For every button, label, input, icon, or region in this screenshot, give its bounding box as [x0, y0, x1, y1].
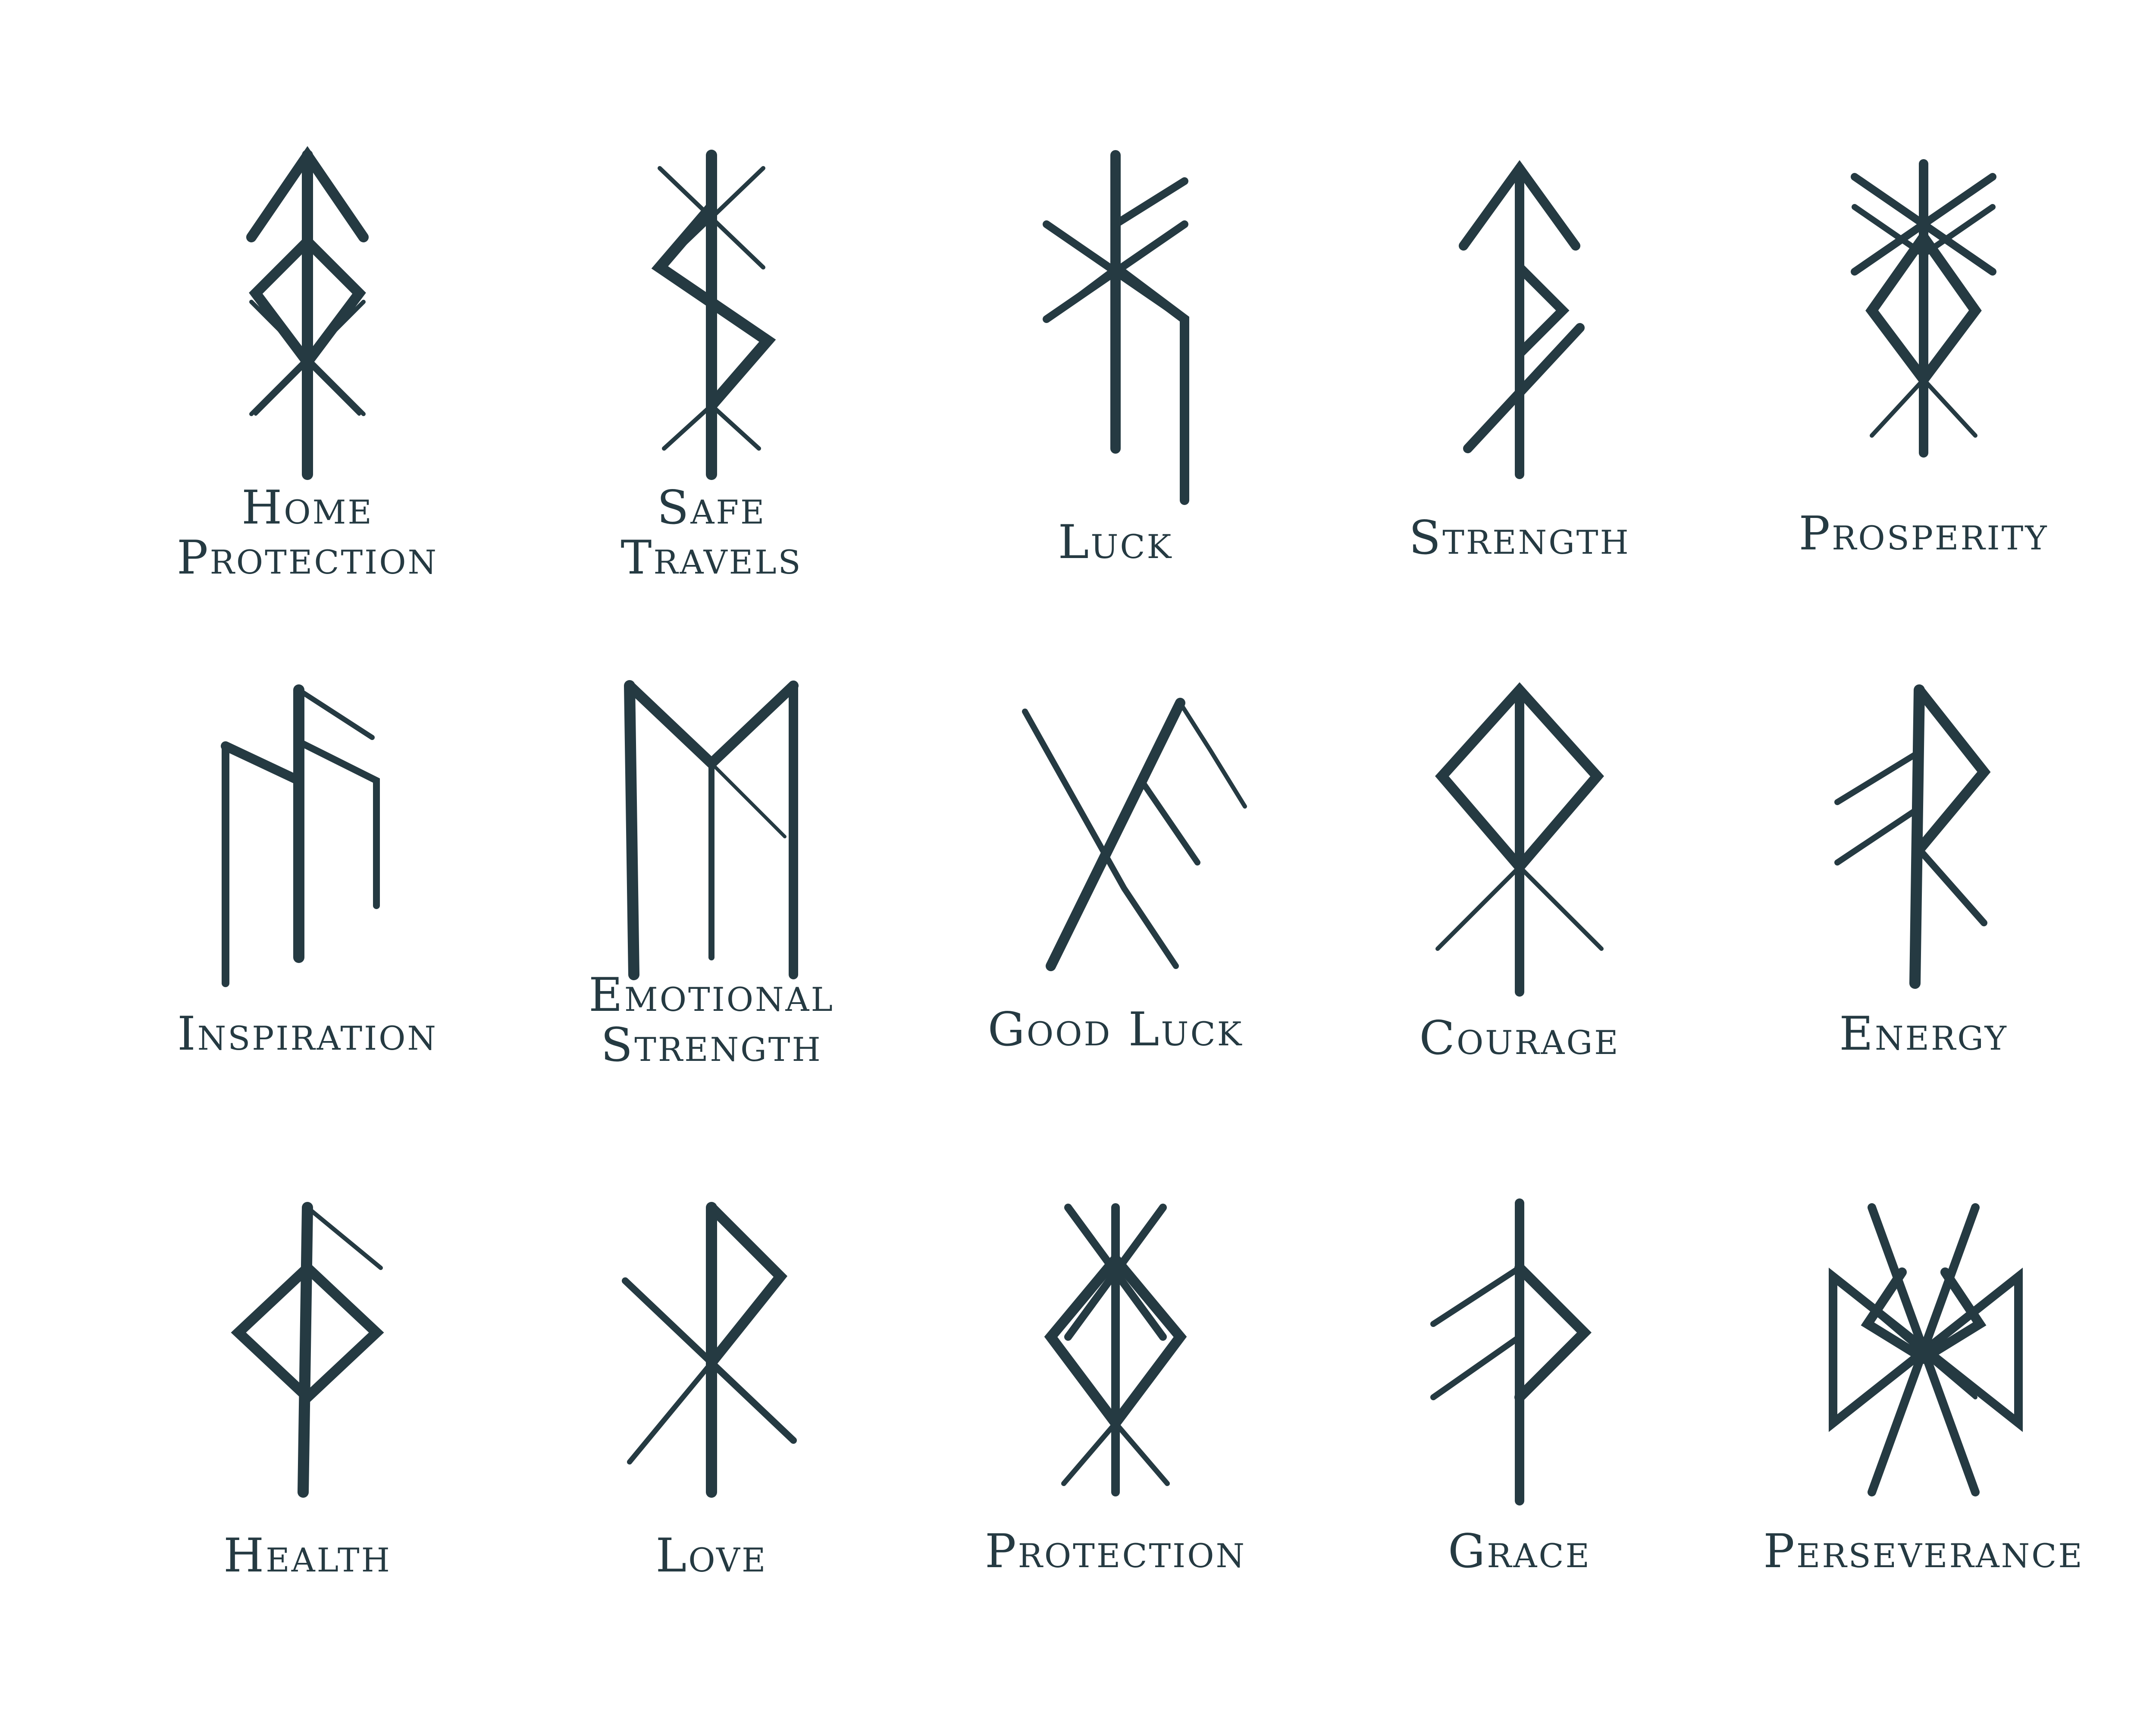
rune-card-safe-travels: Safe Travels: [496, 138, 927, 656]
rune-card-good-luck: Good Luck: [900, 664, 1331, 1182]
rune-card-inspiration: Inspiration: [92, 664, 523, 1182]
rune-label-line: Love: [655, 1529, 768, 1583]
rune-card-grace: Grace: [1304, 1182, 1735, 1699]
rune-label-line: Home: [241, 481, 373, 535]
rune-card-courage: Courage: [1304, 664, 1735, 1182]
rune-card-strength: Strength: [1304, 138, 1735, 656]
rune-label-emotional-strength: Emotional Strength: [496, 970, 927, 1070]
rune-label-perseverance: Perseverance: [1708, 1527, 2139, 1577]
home-protection-rune-icon: [246, 146, 369, 480]
rune-label-line: Inspiration: [177, 1007, 438, 1061]
emotional-strength-rune-icon: [624, 680, 799, 980]
grace-rune-icon: [1430, 1198, 1592, 1505]
rune-label-inspiration: Inspiration: [92, 1009, 523, 1059]
rune-label-love: Love: [496, 1531, 927, 1581]
rune-label-line: Luck: [1058, 515, 1173, 569]
rune-label-line: Emotional: [589, 968, 834, 1022]
inspiration-rune-icon: [221, 684, 380, 987]
good-luck-rune-icon: [1022, 698, 1247, 971]
rune-label-line: Grace: [1448, 1524, 1591, 1578]
rune-label-energy: Energy: [1708, 1009, 2139, 1059]
rune-label-line: Safe: [657, 481, 766, 535]
rune-card-energy: Energy: [1708, 664, 2139, 1182]
rune-label-line: Strength: [1409, 511, 1630, 565]
rune-label-line: Prosperity: [1799, 507, 2049, 561]
safe-travels-rune-icon: [651, 150, 776, 480]
health-rune-icon: [231, 1202, 384, 1498]
strength-rune-icon: [1459, 160, 1585, 479]
rune-card-perseverance: Perseverance: [1708, 1182, 2139, 1699]
rune-label-line: Health: [223, 1529, 392, 1583]
rune-label-strength: Strength: [1304, 513, 1735, 563]
rune-label-health: Health: [92, 1531, 523, 1581]
rune-card-protection: Protection: [900, 1182, 1331, 1699]
love-rune-icon: [622, 1202, 797, 1498]
rune-label-line: Strength: [601, 1018, 822, 1072]
rune-label-home-protection: Home Protection: [92, 483, 523, 583]
rune-label-courage: Courage: [1304, 1013, 1735, 1063]
rune-label-line: Protection: [176, 531, 439, 585]
rune-card-luck: Luck: [900, 138, 1331, 656]
rune-card-prosperity: Prosperity: [1708, 138, 2139, 656]
perseverance-rune-icon: [1829, 1203, 2023, 1496]
rune-label-line: Courage: [1419, 1011, 1620, 1065]
rune-label-line: Energy: [1839, 1007, 2008, 1061]
rune-label-good-luck: Good Luck: [900, 1005, 1331, 1055]
prosperity-rune-icon: [1851, 159, 1996, 458]
rune-card-love: Love: [496, 1182, 927, 1699]
luck-rune-icon: [1043, 150, 1189, 505]
rune-card-emotional-strength: Emotional Strength: [496, 664, 927, 1182]
rune-label-prosperity: Prosperity: [1708, 509, 2139, 559]
rune-card-health: Health: [92, 1182, 523, 1699]
protection-rune-icon: [1044, 1203, 1187, 1496]
rune-label-protection: Protection: [900, 1527, 1331, 1577]
rune-label-line: Travels: [620, 531, 802, 585]
rune-label-line: Protection: [984, 1524, 1247, 1578]
rune-label-line: Perseverance: [1763, 1524, 2084, 1578]
rune-label-safe-travels: Safe Travels: [496, 483, 927, 583]
rune-label-grace: Grace: [1304, 1527, 1735, 1577]
rune-card-home-protection: Home Protection: [92, 138, 523, 656]
energy-rune-icon: [1834, 684, 1991, 989]
courage-rune-icon: [1435, 682, 1604, 997]
rune-label-line: Good Luck: [987, 1003, 1244, 1057]
rune-label-luck: Luck: [900, 518, 1331, 568]
